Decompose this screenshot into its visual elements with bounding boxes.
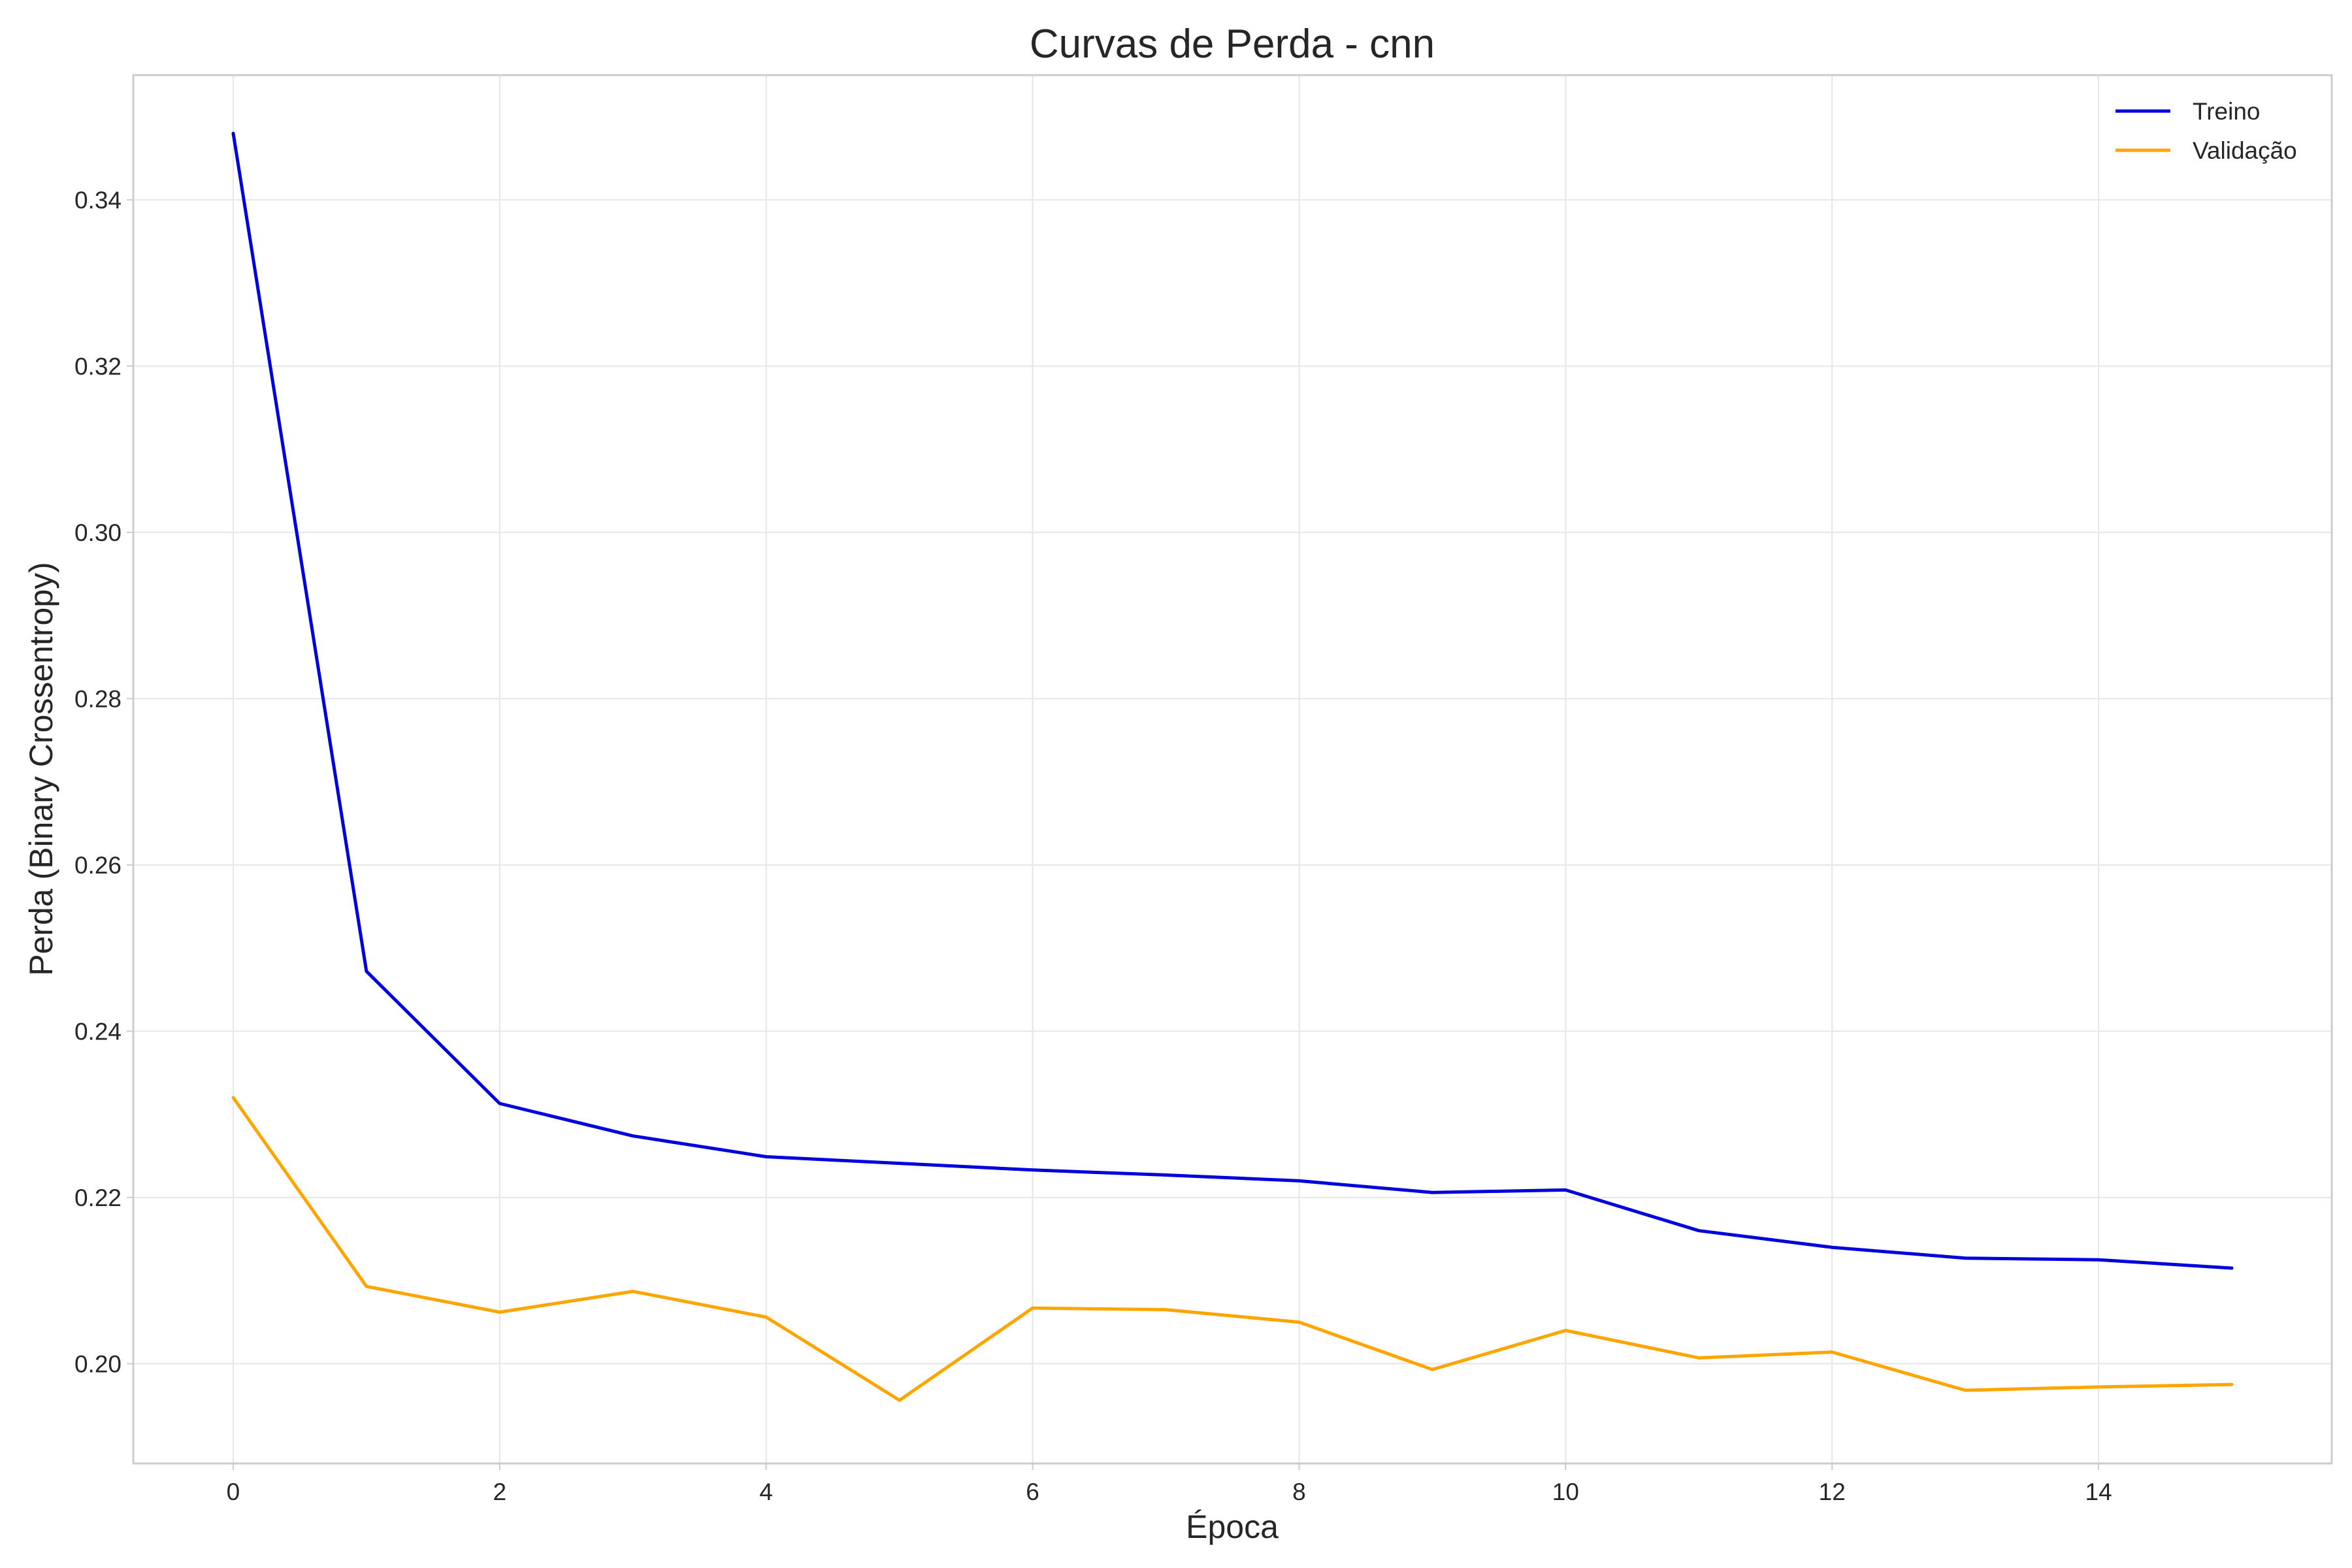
x-tick-label: 2 [493,1478,507,1505]
x-tick-label: 8 [1292,1478,1306,1505]
series-line-treino [231,131,2234,1270]
y-tick-label: 0.30 [74,519,122,546]
x-tick-label: 0 [227,1478,240,1505]
legend-label-validacao: Validação [2193,137,2297,164]
series-layer [231,131,2234,1402]
ticks: 0 2 4 6 8 10 12 14 0.20 0.22 0.24 0.26 0.28 0.30 0.32 0… [74,187,2112,1505]
y-axis-label: Perda (Binary Crossentropy) [23,562,59,976]
y-tick-label: 0.22 [74,1184,122,1211]
legend-label-treino: Treino [2193,98,2261,125]
chart-title: Curvas de Perda - cnn [1030,22,1435,67]
x-tick-label: 6 [1026,1478,1039,1505]
y-tick-label: 0.32 [74,353,122,380]
y-tick-label: 0.34 [74,187,122,214]
plot-frame [132,74,2333,1465]
y-tick-label: 0.26 [74,852,122,879]
x-axis-label: Época [1186,1509,1279,1545]
y-tick-label: 0.28 [74,685,122,712]
legend: Treino Validação [2115,98,2297,164]
x-tick-label: 4 [759,1478,773,1505]
x-tick-label: 12 [1819,1478,1846,1505]
grid [133,75,2332,1463]
y-tick-label: 0.24 [74,1018,122,1045]
y-tick-label: 0.20 [74,1350,122,1377]
series-line-validacao [231,1096,2234,1402]
x-tick-label: 10 [1552,1478,1579,1505]
x-tick-label: 14 [2085,1478,2112,1505]
